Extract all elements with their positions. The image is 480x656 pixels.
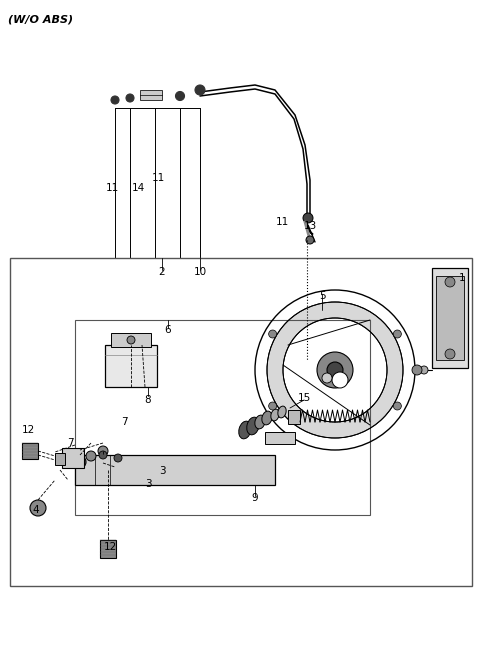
Text: 7: 7 bbox=[67, 438, 73, 448]
Circle shape bbox=[420, 366, 428, 374]
Circle shape bbox=[126, 94, 134, 102]
Circle shape bbox=[445, 277, 455, 287]
Text: 11: 11 bbox=[276, 217, 288, 227]
Circle shape bbox=[99, 451, 107, 459]
Text: 14: 14 bbox=[132, 183, 144, 193]
Circle shape bbox=[303, 213, 313, 223]
Circle shape bbox=[306, 236, 314, 244]
Bar bbox=[105, 345, 157, 387]
Text: 11: 11 bbox=[151, 173, 165, 183]
Circle shape bbox=[86, 451, 96, 461]
Circle shape bbox=[269, 330, 276, 338]
Text: 5: 5 bbox=[319, 291, 325, 301]
Text: 10: 10 bbox=[193, 267, 206, 277]
Text: 2: 2 bbox=[159, 267, 165, 277]
Text: 13: 13 bbox=[303, 221, 317, 231]
Bar bbox=[288, 410, 300, 424]
Ellipse shape bbox=[239, 421, 251, 439]
Circle shape bbox=[114, 454, 122, 462]
Circle shape bbox=[445, 349, 455, 359]
Text: 9: 9 bbox=[252, 493, 258, 503]
Text: 1: 1 bbox=[459, 273, 465, 283]
Bar bbox=[75, 320, 370, 515]
Text: 4: 4 bbox=[33, 505, 39, 515]
Ellipse shape bbox=[278, 406, 286, 418]
Text: 8: 8 bbox=[144, 395, 151, 405]
Bar bbox=[265, 432, 295, 444]
Circle shape bbox=[98, 446, 108, 456]
Text: 7: 7 bbox=[120, 417, 127, 427]
Circle shape bbox=[127, 336, 135, 344]
Circle shape bbox=[111, 96, 119, 104]
Bar bbox=[75, 455, 275, 485]
Text: (W/O ABS): (W/O ABS) bbox=[8, 14, 73, 24]
Wedge shape bbox=[267, 302, 403, 438]
Circle shape bbox=[332, 372, 348, 388]
Bar bbox=[55, 453, 65, 465]
Text: 12: 12 bbox=[103, 542, 117, 552]
Circle shape bbox=[195, 85, 205, 95]
Circle shape bbox=[30, 500, 46, 516]
Bar bbox=[22, 443, 38, 459]
Circle shape bbox=[412, 365, 422, 375]
Text: 11: 11 bbox=[106, 183, 119, 193]
Circle shape bbox=[322, 373, 332, 383]
Text: 6: 6 bbox=[165, 325, 171, 335]
Bar bbox=[100, 540, 116, 558]
Circle shape bbox=[317, 352, 353, 388]
Ellipse shape bbox=[247, 417, 259, 435]
Bar bbox=[140, 90, 162, 100]
Circle shape bbox=[269, 402, 276, 410]
Bar bbox=[436, 276, 464, 360]
Text: 15: 15 bbox=[298, 393, 311, 403]
Circle shape bbox=[393, 330, 401, 338]
Text: 3: 3 bbox=[159, 466, 165, 476]
Bar bbox=[111, 333, 151, 347]
Bar bbox=[432, 268, 468, 368]
Ellipse shape bbox=[262, 411, 272, 425]
Ellipse shape bbox=[255, 415, 265, 429]
Bar bbox=[62, 448, 84, 468]
Text: 12: 12 bbox=[22, 425, 35, 435]
Circle shape bbox=[74, 456, 86, 468]
Circle shape bbox=[176, 91, 184, 100]
Ellipse shape bbox=[271, 409, 279, 421]
Circle shape bbox=[393, 402, 401, 410]
Bar bbox=[10, 258, 472, 586]
Circle shape bbox=[327, 362, 343, 378]
Text: 3: 3 bbox=[144, 479, 151, 489]
FancyArrowPatch shape bbox=[308, 228, 312, 234]
